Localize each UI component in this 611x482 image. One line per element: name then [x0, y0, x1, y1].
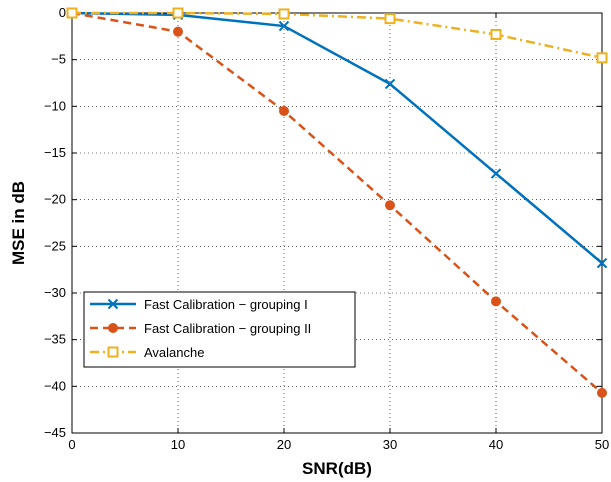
legend-label: Fast Calibration − grouping II: [144, 321, 311, 336]
y-tick-label: −25: [44, 238, 66, 253]
axis-ticks: 0 10 20 30 40 50 0 −5 −10 −15 −20 −25 −30 −35 −40 −45: [44, 5, 609, 452]
series-line: [71, 11, 603, 394]
data-point: [596, 257, 608, 269]
marker-stroke: [107, 298, 119, 310]
y-tick-label: −15: [44, 145, 66, 160]
marker-stroke: [384, 78, 396, 90]
plot-area: [72, 13, 602, 433]
marker-stroke: [596, 257, 608, 269]
marker-stroke: [278, 20, 290, 32]
legend-label: Avalanche: [144, 345, 204, 360]
data-point: [278, 8, 290, 20]
plot-frame: [71, 12, 603, 434]
data-point: [491, 296, 501, 307]
series-3: [66, 7, 608, 64]
legend-marker: [107, 298, 119, 310]
y-tick-label: 0: [59, 5, 66, 20]
legend-marker: [107, 346, 119, 358]
x-axis-title: SNR(dB): [302, 459, 372, 478]
y-tick-label: −40: [44, 378, 66, 393]
marker-stroke: [490, 168, 502, 179]
y-axis-title: MSE in dB: [9, 181, 28, 265]
legend-entry-1: Fast Calibration − grouping I: [90, 297, 308, 312]
series-line: [72, 11, 603, 60]
data-point: [596, 52, 608, 64]
y-tick-label: −5: [51, 52, 66, 67]
legend-entry-3: Avalanche: [90, 345, 204, 360]
y-tick-label: −30: [44, 285, 66, 300]
y-tick-label: −20: [44, 192, 66, 207]
legend-items: Fast Calibration − grouping I Fast Calibr…: [90, 297, 311, 360]
series-line: [71, 11, 603, 265]
x-tick-label: 0: [68, 437, 75, 452]
legend-label: Fast Calibration − grouping I: [144, 297, 308, 312]
x-tick-label: 20: [277, 437, 291, 452]
data-point: [279, 106, 289, 116]
x-tick-label: 10: [171, 437, 185, 452]
x-tick-label: 40: [489, 437, 503, 452]
data-series: [66, 7, 608, 398]
y-tick-label: −45: [44, 425, 66, 440]
data-point: [597, 387, 607, 398]
y-tick-label: −35: [44, 332, 66, 347]
data-point: [384, 78, 396, 90]
x-tick-label: 50: [595, 437, 609, 452]
data-point: [173, 26, 183, 37]
legend-marker: [108, 323, 118, 333]
y-tick-label: −10: [44, 98, 66, 113]
data-point: [490, 28, 502, 40]
data-point: [278, 20, 290, 32]
data-point: [66, 7, 78, 19]
data-point: [172, 7, 184, 19]
x-tick-label: 30: [383, 437, 397, 452]
legend-entry-2: Fast Calibration − grouping II: [90, 321, 311, 336]
data-point: [385, 200, 395, 211]
data-point: [384, 13, 396, 25]
legend: Fast Calibration − grouping I Fast Calibr…: [83, 291, 356, 368]
data-point: [490, 168, 502, 179]
